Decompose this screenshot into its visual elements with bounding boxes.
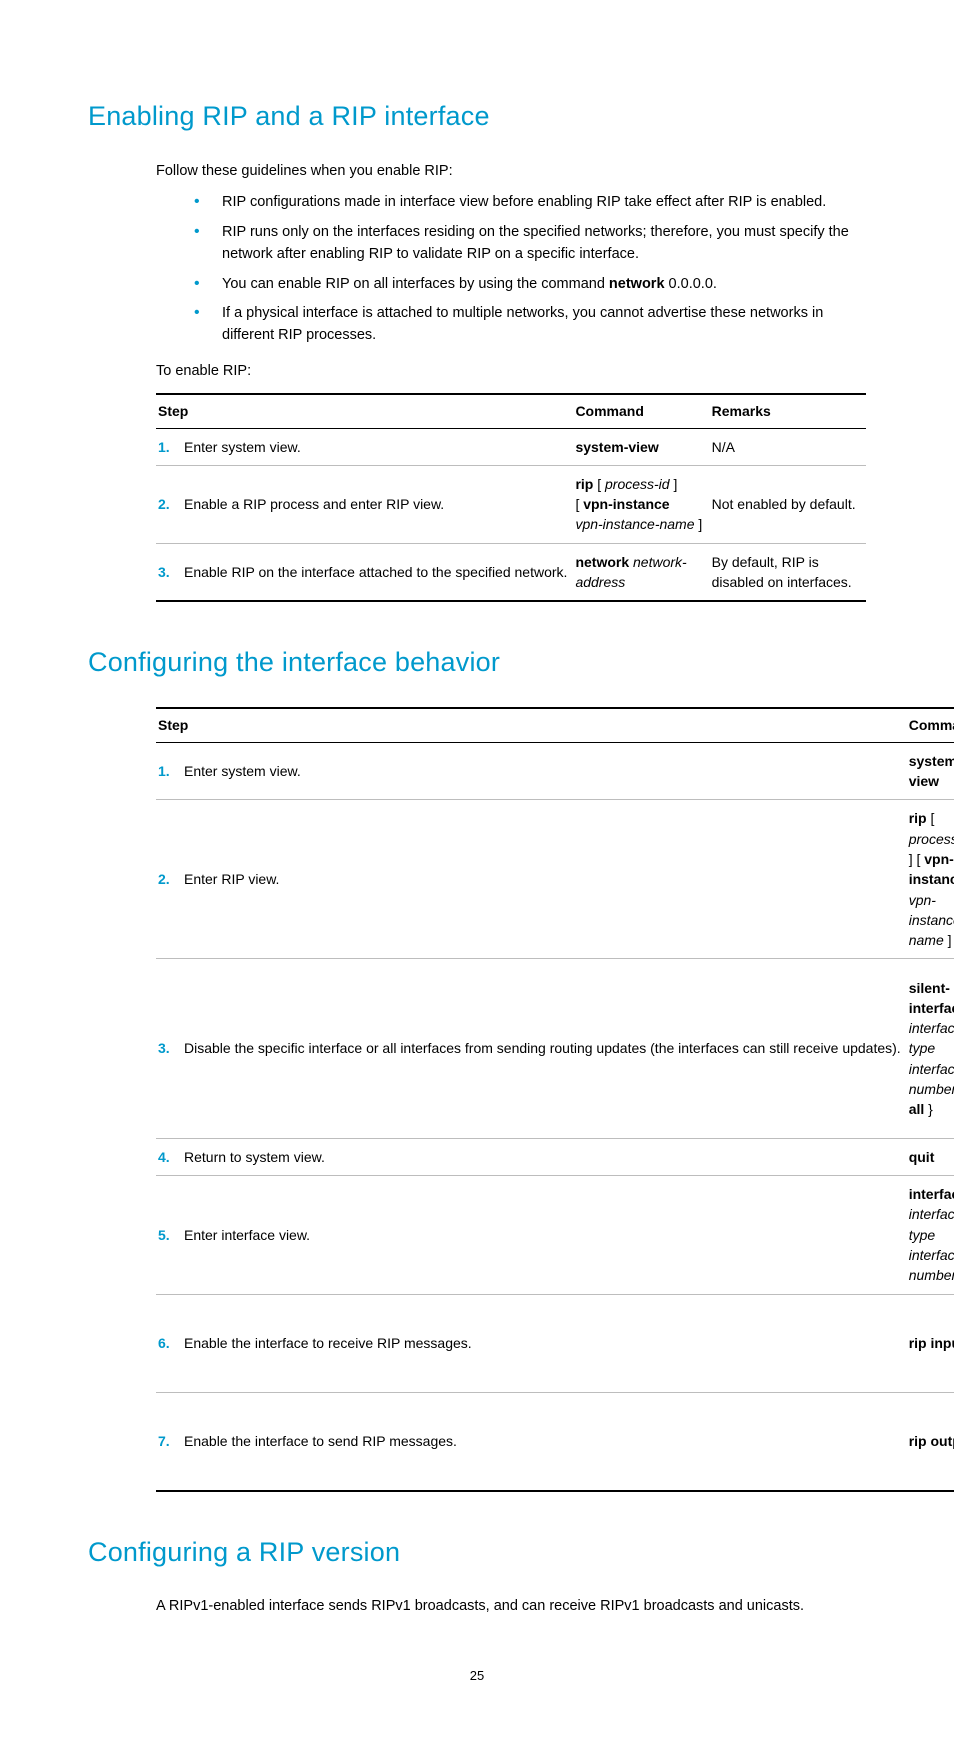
- remarks-cell: Not enabled by default.: [710, 465, 866, 543]
- table-row: 5.Enter interface view.interface interfa…: [156, 1176, 954, 1294]
- table-header: Remarks: [710, 394, 866, 429]
- section1-bullets: RIP configurations made in interface vie…: [194, 192, 866, 347]
- page-number: 25: [88, 1666, 866, 1686]
- table-row: 7.Enable the interface to send RIP messa…: [156, 1392, 954, 1491]
- command-cell: rip output: [907, 1392, 954, 1491]
- table-header: Step: [156, 708, 907, 743]
- section1-leadin: To enable RIP:: [156, 361, 866, 383]
- section1-table: StepCommandRemarks1.Enter system view.sy…: [156, 393, 866, 603]
- step-cell: 5.Enter interface view.: [156, 1176, 907, 1294]
- step-cell: 3.Enable RIP on the interface attached t…: [156, 543, 573, 601]
- bullet-item: RIP configurations made in interface vie…: [194, 192, 866, 214]
- bullet-item: If a physical interface is attached to m…: [194, 303, 866, 347]
- section1-body: Follow these guidelines when you enable …: [156, 161, 866, 603]
- bullet-item: You can enable RIP on all interfaces by …: [194, 274, 866, 296]
- remarks-cell: By default, RIP is disabled on interface…: [710, 543, 866, 601]
- command-cell: rip input: [907, 1294, 954, 1392]
- table-row: 4.Return to system view.quitN/A: [156, 1138, 954, 1175]
- section2-body: StepCommandRemarks1.Enter system view.sy…: [156, 707, 866, 1492]
- step-cell: 1.Enter system view.: [156, 428, 573, 465]
- step-cell: 7.Enable the interface to send RIP messa…: [156, 1392, 907, 1491]
- command-cell: quit: [907, 1138, 954, 1175]
- table-row: 6.Enable the interface to receive RIP me…: [156, 1294, 954, 1392]
- table-row: 3.Enable RIP on the interface attached t…: [156, 543, 866, 601]
- step-cell: 2.Enable a RIP process and enter RIP vie…: [156, 465, 573, 543]
- table-row: 2.Enter RIP view.rip [ process-id ] [ vp…: [156, 800, 954, 959]
- remarks-cell: N/A: [710, 428, 866, 465]
- step-cell: 4.Return to system view.: [156, 1138, 907, 1175]
- step-cell: 3.Disable the specific interface or all …: [156, 959, 907, 1138]
- bullet-item: RIP runs only on the interfaces residing…: [194, 222, 866, 266]
- command-cell: network network-address: [573, 543, 709, 601]
- table-row: 2.Enable a RIP process and enter RIP vie…: [156, 465, 866, 543]
- table-row: 3.Disable the specific interface or all …: [156, 959, 954, 1138]
- step-cell: 6.Enable the interface to receive RIP me…: [156, 1294, 907, 1392]
- step-cell: 1.Enter system view.: [156, 742, 907, 800]
- section2-table: StepCommandRemarks1.Enter system view.sy…: [156, 707, 954, 1492]
- table-header: Command: [907, 708, 954, 743]
- table-header: Step: [156, 394, 573, 429]
- table-header: Command: [573, 394, 709, 429]
- command-cell: system-view: [907, 742, 954, 800]
- command-cell: system-view: [573, 428, 709, 465]
- command-cell: silent-interface { interface-typeinterfa…: [907, 959, 954, 1138]
- section3-heading: Configuring a RIP version: [88, 1532, 866, 1573]
- step-cell: 2.Enter RIP view.: [156, 800, 907, 959]
- section3-body: A RIPv1-enabled interface sends RIPv1 br…: [156, 1596, 866, 1618]
- section2-heading: Configuring the interface behavior: [88, 642, 866, 683]
- section3-paragraph: A RIPv1-enabled interface sends RIPv1 br…: [156, 1596, 866, 1618]
- table-row: 1.Enter system view.system-viewN/A: [156, 742, 954, 800]
- command-cell: rip [ process-id ][ vpn-instancevpn-inst…: [573, 465, 709, 543]
- section1-intro: Follow these guidelines when you enable …: [156, 161, 866, 183]
- table-row: 1.Enter system view.system-viewN/A: [156, 428, 866, 465]
- command-cell: interface interface-type interface-numbe…: [907, 1176, 954, 1294]
- section1-heading: Enabling RIP and a RIP interface: [88, 96, 866, 137]
- command-cell: rip [ process-id ] [ vpn-instancevpn-ins…: [907, 800, 954, 959]
